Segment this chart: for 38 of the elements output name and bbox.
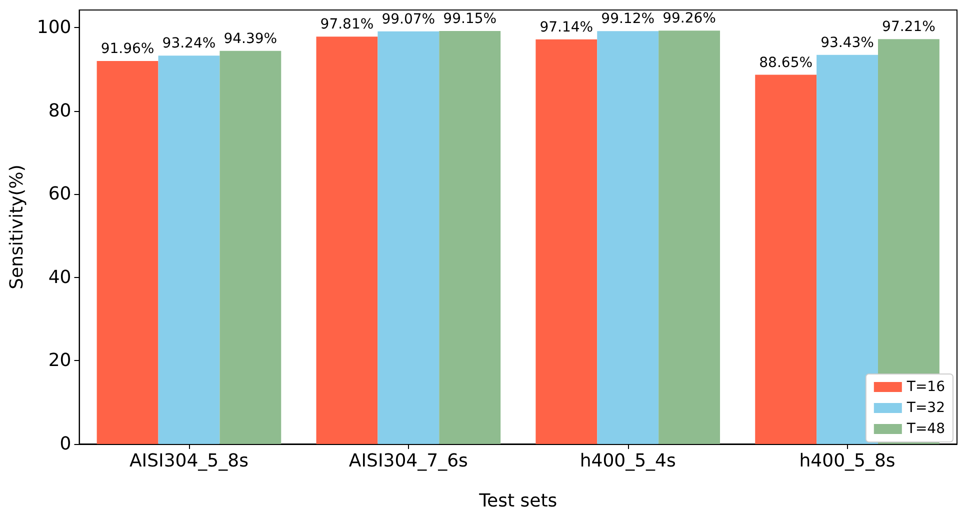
x-tick-label: AISI304_5_8s: [129, 450, 248, 472]
bar: [536, 39, 598, 444]
y-tick-label: 80: [48, 100, 72, 122]
bar: [96, 60, 158, 444]
data-label: 97.14%: [540, 19, 594, 36]
data-label: 94.39%: [224, 30, 278, 47]
data-label: 97.21%: [882, 19, 936, 36]
y-tick-label: 0: [60, 434, 72, 454]
data-label: 99.26%: [662, 10, 716, 27]
bar: [439, 31, 501, 444]
bar: [755, 74, 817, 444]
data-label: 99.07%: [382, 11, 436, 28]
x-tick-label: h400_5_4s: [580, 450, 676, 472]
bar: [816, 54, 878, 444]
legend-label: T=32: [906, 400, 946, 416]
bar: [597, 31, 659, 444]
data-label: 93.24%: [162, 36, 216, 52]
legend-label: T=16: [906, 379, 946, 395]
data-label: 93.43%: [820, 34, 874, 51]
data-label: 88.65%: [759, 54, 813, 71]
bar: [220, 50, 282, 444]
data-label: 91.96%: [100, 40, 154, 57]
y-tick-label: 20: [48, 350, 72, 372]
y-tick-label: 40: [48, 266, 72, 288]
bar: [316, 36, 378, 444]
bar: [158, 56, 220, 444]
x-tick-label: AISI304_7_6s: [348, 450, 468, 472]
legend-label: T=48: [906, 421, 946, 437]
y-axis-title: Sensitivity(%): [6, 164, 28, 290]
y-tick-label: 60: [48, 184, 72, 205]
x-axis-title: Test sets: [478, 490, 558, 512]
x-tick-label: h400_5_8s: [799, 450, 896, 472]
bar: [658, 30, 720, 444]
data-label: 99.15%: [443, 11, 497, 28]
data-label: 97.81%: [320, 16, 374, 33]
y-tick-label: 100: [36, 16, 72, 38]
data-label: 99.12%: [601, 11, 655, 28]
bar: [378, 31, 440, 444]
